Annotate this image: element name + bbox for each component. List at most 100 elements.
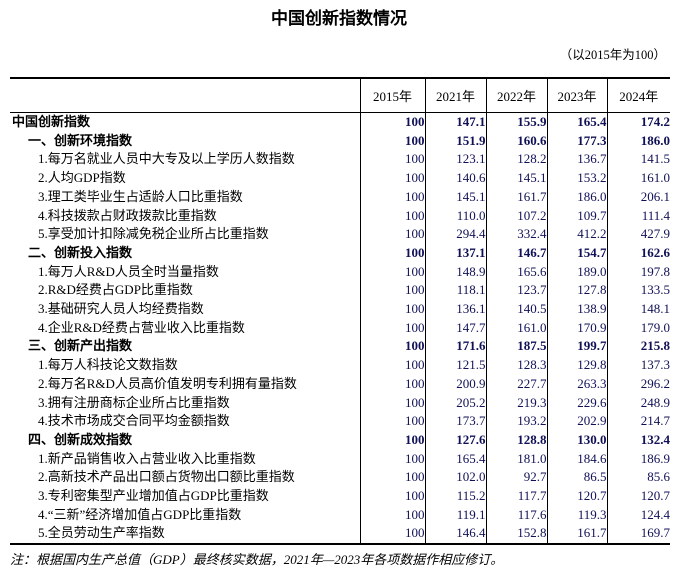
row-label: 4.科技拨款占财政拨款比重指数 bbox=[38, 207, 217, 223]
row-label: 4.“三新”经济增加值占GDP比重指数 bbox=[38, 506, 242, 522]
index-value: 100 bbox=[359, 356, 425, 375]
page-title: 中国创新指数情况 bbox=[271, 9, 407, 28]
table-row: 4.“三新”经济增加值占GDP比重指数 100 119.1 117.6 119.3 124… bbox=[10, 505, 670, 525]
index-value: 100 bbox=[359, 300, 425, 319]
index-value: 100 bbox=[359, 487, 425, 506]
index-value: 102.0 bbox=[424, 468, 486, 488]
index-value: 110.0 bbox=[424, 206, 486, 226]
index-value: 132.4 bbox=[606, 430, 670, 450]
table-row: 中国创新指数 100 147.1 155.9 165.4 174.2 bbox=[10, 112, 670, 132]
index-value: 140.6 bbox=[424, 169, 486, 188]
index-value: 181.0 bbox=[485, 449, 547, 469]
index-value: 145.1 bbox=[424, 187, 486, 207]
index-value: 147.1 bbox=[424, 112, 486, 132]
base-year-note: （以2015年为100） bbox=[559, 48, 666, 62]
table-row: 3.基础研究人员人均经费指数 100 136.1 140.5 138.9 148.1 bbox=[10, 300, 670, 319]
index-value: 141.5 bbox=[606, 150, 670, 170]
index-value: 169.7 bbox=[606, 524, 670, 545]
index-value: 199.7 bbox=[546, 337, 607, 357]
year-column-header: 2024年 bbox=[606, 78, 670, 113]
index-value: 412.2 bbox=[546, 225, 607, 244]
index-value: 119.3 bbox=[546, 505, 607, 525]
row-label: 3.拥有注册商标企业所占比重指数 bbox=[38, 394, 230, 410]
index-value: 100 bbox=[359, 112, 425, 132]
index-value: 161.0 bbox=[606, 169, 670, 188]
index-value: 100 bbox=[359, 169, 425, 188]
index-value: 100 bbox=[359, 449, 425, 469]
index-value: 100 bbox=[359, 468, 425, 488]
index-value: 187.5 bbox=[485, 337, 547, 357]
row-label-header bbox=[10, 78, 360, 113]
table-row: 5.全员劳动生产率指数 100 146.4 152.8 161.7 169.7 bbox=[10, 524, 670, 545]
row-label: 3.理工类毕业生占适龄人口比重指数 bbox=[38, 188, 243, 204]
index-value: 127.6 bbox=[424, 430, 486, 450]
index-value: 248.9 bbox=[606, 393, 670, 413]
index-value: 118.1 bbox=[424, 281, 486, 301]
index-value: 115.2 bbox=[424, 487, 486, 506]
index-value: 147.7 bbox=[424, 318, 486, 338]
index-value: 296.2 bbox=[606, 374, 670, 394]
row-label: 2.高新技术产品出口额占货物出口额比重指数 bbox=[38, 469, 295, 485]
table-row: 1.每万人R&D人员全时当量指数 100 148.9 165.6 189.0 197.8 bbox=[10, 262, 670, 282]
index-value: 100 bbox=[359, 206, 425, 226]
index-value: 214.7 bbox=[606, 412, 670, 431]
index-value: 128.2 bbox=[485, 150, 547, 170]
index-value: 100 bbox=[359, 524, 425, 545]
index-value: 100 bbox=[359, 281, 425, 301]
index-value: 100 bbox=[359, 430, 425, 450]
index-value: 179.0 bbox=[606, 318, 670, 338]
table-row: 3.拥有注册商标企业所占比重指数 100 205.2 219.3 229.6 248.9 bbox=[10, 393, 670, 413]
index-value: 100 bbox=[359, 337, 425, 357]
index-value: 206.1 bbox=[606, 187, 670, 207]
index-value: 160.6 bbox=[485, 131, 547, 151]
table-row: 3.专利密集型产业增加值占GDP比重指数 100 115.2 117.7 120.7 12… bbox=[10, 487, 670, 506]
index-value: 140.5 bbox=[485, 300, 547, 319]
index-value: 137.1 bbox=[424, 243, 486, 263]
table-row: 4.技术市场成交合同平均金额指数 100 173.7 193.2 202.9 214.7 bbox=[10, 412, 670, 431]
table-container: 2015年 2021年 2022年 2023年 2024年 中国创新指数 100 147.1… bbox=[10, 77, 670, 546]
index-value: 186.9 bbox=[606, 449, 670, 469]
footnote: 注：根据国内生产总值（GDP）最终核实数据，2021年—2023年各项数据作相应… bbox=[10, 552, 504, 567]
table-row: 3.理工类毕业生占适龄人口比重指数 100 145.1 161.7 186.0 206.1 bbox=[10, 187, 670, 207]
table-row: 2.高新技术产品出口额占货物出口额比重指数 100 102.0 92.7 86.5 85.… bbox=[10, 468, 670, 488]
index-value: 184.6 bbox=[546, 449, 607, 469]
index-value: 186.0 bbox=[546, 187, 607, 207]
index-value: 148.9 bbox=[424, 262, 486, 282]
row-label: 5.全员劳动生产率指数 bbox=[38, 525, 165, 541]
index-value: 263.3 bbox=[546, 374, 607, 394]
index-value: 92.7 bbox=[485, 468, 547, 488]
table-row: 5.享受加计扣除减免税企业所占比重指数 100 294.4 332.4 412.2 427… bbox=[10, 225, 670, 244]
year-column-header: 2021年 bbox=[424, 78, 486, 113]
row-label: 4.企业R&D经费占营业收入比重指数 bbox=[38, 319, 245, 335]
index-value: 128.8 bbox=[485, 430, 547, 450]
index-value: 219.3 bbox=[485, 393, 547, 413]
row-label: 2.R&D经费占GDP比重指数 bbox=[38, 282, 193, 298]
index-value: 151.9 bbox=[424, 131, 486, 151]
row-label: 1.新产品销售收入占营业收入比重指数 bbox=[38, 450, 256, 466]
index-value: 227.7 bbox=[485, 374, 547, 394]
index-value: 123.7 bbox=[485, 281, 547, 301]
index-value: 177.3 bbox=[546, 131, 607, 151]
index-value: 173.7 bbox=[424, 412, 486, 431]
row-label: 3.基础研究人员人均经费指数 bbox=[38, 301, 204, 317]
index-value: 130.0 bbox=[546, 430, 607, 450]
index-value: 119.1 bbox=[424, 505, 486, 525]
year-column-header: 2015年 bbox=[359, 78, 425, 113]
index-value: 138.9 bbox=[546, 300, 607, 319]
index-value: 161.7 bbox=[546, 524, 607, 545]
index-value: 120.7 bbox=[546, 487, 607, 506]
index-value: 100 bbox=[359, 505, 425, 525]
year-column-header: 2022年 bbox=[485, 78, 547, 113]
row-label: 2.每万名R&D人员高价值发明专利拥有量指数 bbox=[38, 375, 297, 391]
index-value: 100 bbox=[359, 243, 425, 263]
row-label: 1.每万名就业人员中大专及以上学历人数指数 bbox=[38, 151, 295, 167]
index-value: 146.7 bbox=[485, 243, 547, 263]
index-value: 165.4 bbox=[424, 449, 486, 469]
row-label: 三、创新产出指数 bbox=[28, 338, 133, 354]
index-value: 294.4 bbox=[424, 225, 486, 244]
row-label: 2.人均GDP指数 bbox=[38, 170, 126, 186]
index-value: 100 bbox=[359, 374, 425, 394]
index-value: 100 bbox=[359, 150, 425, 170]
table-row: 4.科技拨款占财政拨款比重指数 100 110.0 107.2 109.7 111.4 bbox=[10, 206, 670, 226]
index-value: 205.2 bbox=[424, 393, 486, 413]
